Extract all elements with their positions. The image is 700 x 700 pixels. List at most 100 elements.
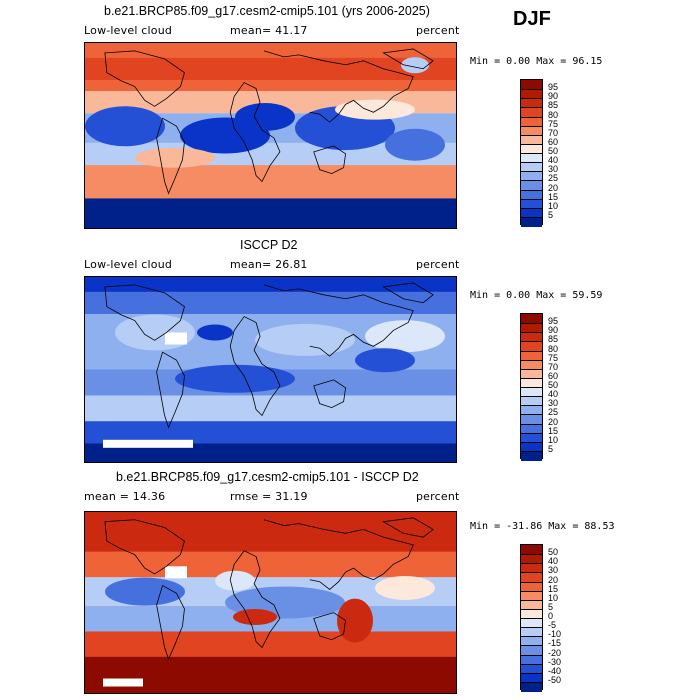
colorbar-swatch [521, 545, 542, 555]
colorbar-tick-label: 95 [548, 316, 559, 327]
colorbar-swatch [521, 618, 542, 628]
colorbar-swatch [521, 143, 542, 154]
colorbar-tick-label: 75 [548, 118, 559, 129]
panel-2-map [84, 276, 457, 463]
colorbar-tick-label: 60 [548, 370, 559, 381]
colorbar-tick-label: -10 [548, 629, 562, 640]
colorbar-tick-label: 15 [548, 191, 559, 202]
colorbar-tick-label: 40 [548, 556, 559, 567]
colorbar-tick-label: 10 [548, 592, 559, 603]
colorbar-swatch [521, 441, 542, 452]
panel-2-mean-label: mean= 26.81 [230, 258, 308, 271]
colorbar-tick-label: 30 [548, 164, 559, 175]
colorbar-tick-label: 10 [548, 200, 559, 211]
colorbar-swatch [521, 563, 542, 573]
colorbar-swatch [521, 636, 542, 646]
colorbar-swatch [521, 350, 542, 361]
colorbar-swatch [521, 599, 542, 610]
colorbar-tick-label: -30 [548, 656, 562, 667]
colorbar-swatch [521, 590, 542, 601]
panel-3-colorbar [520, 544, 543, 692]
colorbar-tick-label: 90 [548, 325, 559, 336]
colorbar-tick-label: 20 [548, 182, 559, 193]
colorbar-tick-label: 40 [548, 155, 559, 166]
colorbar-swatch [521, 162, 542, 172]
colorbar-tick-label: 20 [548, 416, 559, 427]
colorbar-swatch [521, 387, 542, 397]
panel-3-title: b.e21.BRCP85.f09_g17.cesm2-cmip5.101 - I… [116, 470, 419, 484]
panel-3-mean-label: mean = 14.36 [84, 490, 166, 503]
season-label: DJF [513, 8, 551, 30]
colorbar-tick-label: 15 [548, 425, 559, 436]
colorbar-tick-label: 70 [548, 361, 559, 372]
colorbar-swatch [521, 572, 542, 582]
colorbar-tick-label: 15 [548, 583, 559, 594]
panel-3-units-label: percent [416, 490, 460, 503]
colorbar-swatch [521, 663, 542, 674]
colorbar-swatch [521, 314, 542, 324]
panel-3-rmse-label: rmse = 31.19 [230, 490, 308, 503]
colorbar-swatch [521, 116, 542, 127]
colorbar-swatch [521, 332, 542, 342]
colorbar-tick-label: 20 [548, 574, 559, 585]
colorbar-swatch [521, 341, 542, 351]
colorbar-swatch [521, 107, 542, 117]
panel-2-variable-label: Low-level cloud [84, 258, 173, 271]
colorbar-tick-label: -5 [548, 620, 557, 631]
panel-3-map [84, 511, 457, 694]
colorbar-tick-label: 50 [548, 547, 559, 558]
colorbar-tick-label: 75 [548, 352, 559, 363]
colorbar-swatch [521, 198, 542, 209]
colorbar-tick-label: 95 [548, 82, 559, 93]
colorbar-swatch [521, 645, 542, 655]
colorbar-swatch [521, 80, 542, 90]
colorbar-swatch [521, 377, 542, 388]
colorbar-swatch [521, 554, 542, 564]
colorbar-swatch [521, 414, 542, 424]
map-field [85, 277, 456, 462]
panel-2-units-label: percent [416, 258, 460, 271]
colorbar-tick-label: 5 [548, 209, 554, 220]
colorbar-swatch [521, 216, 542, 227]
colorbar-tick-label: 70 [548, 127, 559, 138]
colorbar-tick-label: -50 [548, 674, 562, 685]
colorbar-swatch [521, 423, 542, 434]
panel-2-title: ISCCP D2 [240, 238, 298, 252]
colorbar-tick-label: 30 [548, 565, 559, 576]
panel-2-minmax: Min = 0.00 Max = 59.59 [470, 290, 603, 301]
colorbar-swatch [521, 153, 542, 163]
coastlines [104, 282, 434, 429]
colorbar-swatch [521, 207, 542, 218]
colorbar-tick-label: 5 [548, 601, 554, 612]
colorbar-tick-label: 0 [548, 611, 554, 621]
coastlines [104, 517, 434, 661]
colorbar-swatch [521, 405, 542, 415]
colorbar-swatch [521, 134, 542, 145]
colorbar-swatch [521, 89, 542, 99]
panel-1-title: b.e21.BRCP85.f09_g17.cesm2-cmip5.101 (yr… [104, 4, 430, 18]
colorbar-tick-label: -40 [548, 665, 562, 676]
panel-3-minmax: Min = -31.86 Max = 88.53 [470, 521, 615, 532]
colorbar-tick-label: 50 [548, 380, 559, 390]
colorbar-tick-label: 10 [548, 434, 559, 445]
coastlines [104, 48, 434, 195]
colorbar-tick-label: 50 [548, 146, 559, 156]
map-field [85, 512, 456, 693]
panel-2-colorbar [520, 313, 543, 461]
panel-1-minmax: Min = 0.00 Max = 96.15 [470, 56, 603, 67]
colorbar-swatch [521, 368, 542, 379]
panel-1-map [84, 42, 457, 229]
colorbar-swatch [521, 171, 542, 181]
colorbar-tick-label: 5 [548, 443, 554, 454]
colorbar-tick-label: 80 [548, 343, 559, 354]
colorbar-swatch [521, 180, 542, 190]
colorbar-swatch [521, 396, 542, 406]
colorbar-tick-label: -20 [548, 647, 562, 658]
colorbar-tick-label: 25 [548, 407, 559, 418]
colorbar-swatch [521, 654, 542, 665]
colorbar-swatch [521, 323, 542, 333]
colorbar-tick-label: 80 [548, 109, 559, 120]
colorbar-tick-label: -15 [548, 638, 562, 649]
panel-1-mean-label: mean= 41.17 [230, 24, 308, 37]
colorbar-swatch [521, 359, 542, 370]
